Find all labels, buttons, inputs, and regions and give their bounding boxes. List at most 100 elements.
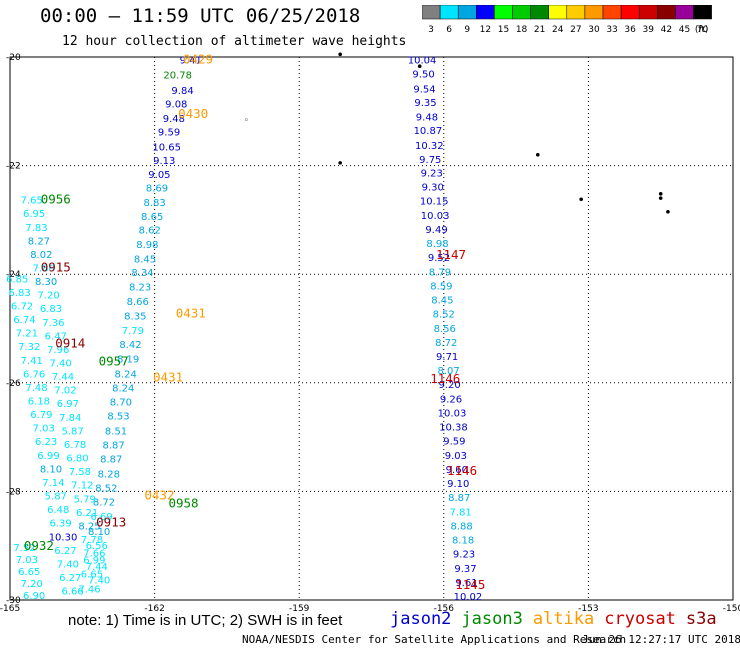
colorbar-tick-label: 18 <box>516 25 528 35</box>
wave-height-label: 8.27 <box>28 236 50 247</box>
colorbar-tick-label: 27 <box>570 25 581 35</box>
wave-height-label: 7.96 <box>47 345 69 356</box>
pass-time-label: 0956 <box>41 192 71 207</box>
pass-time-label: 0915 <box>41 259 71 274</box>
wave-height-label: 7.41 <box>21 356 43 367</box>
island-label: ◦ <box>244 116 249 126</box>
wave-height-label: 7.48 <box>25 383 47 394</box>
wave-height-label: 8.87 <box>448 493 470 504</box>
wave-height-label: 8.87 <box>102 441 124 452</box>
wave-height-label: 9.48 <box>163 114 185 125</box>
wave-height-label: 9.50 <box>412 70 434 81</box>
lat-tick-label: -30 <box>6 596 21 606</box>
satellite-legend: jason2 jason3 altika cryosat s3a <box>390 609 727 629</box>
wave-height-label: 9.26 <box>440 394 462 405</box>
island-marker <box>658 196 663 200</box>
wave-height-label: 8.07 <box>437 366 459 377</box>
wave-height-label: 8.98 <box>136 240 158 251</box>
wave-height-label: 6.39 <box>49 519 71 530</box>
colorbar-unit: (ft) <box>695 25 709 35</box>
wave-height-label: 7.40 <box>49 359 71 370</box>
wave-height-label: 8.88 <box>451 521 473 532</box>
wave-height-label: 8.45 <box>431 296 453 307</box>
island-marker <box>338 52 342 57</box>
wave-height-label: 9.60 <box>446 465 468 476</box>
colorbar-tick-label: 21 <box>534 25 545 35</box>
wave-height-label: 9.35 <box>414 98 436 109</box>
pass-time-label: 0958 <box>168 496 198 511</box>
wave-height-label: 7.40 <box>57 559 79 570</box>
wave-height-label: 6.83 <box>40 304 62 315</box>
wave-height-label: 6.99 <box>37 451 59 462</box>
wave-height-label: 9.05 <box>148 170 170 181</box>
wave-height-label: 9.10 <box>447 479 469 490</box>
pass-time-label: 1145 <box>455 577 485 592</box>
wave-height-label: 8.87 <box>100 455 122 466</box>
lat-tick-label: -24 <box>6 270 21 280</box>
wave-height-label: 9.59 <box>443 437 465 448</box>
wave-height-label: 6.56 <box>86 541 108 552</box>
wave-height-label: 7.36 <box>42 318 64 329</box>
wave-height-label: 7.12 <box>71 481 93 492</box>
pass-time-label: 1146 <box>430 371 460 386</box>
wave-height-label: 8.52 <box>95 483 117 494</box>
wave-height-label: 8.10 <box>40 464 62 475</box>
wave-height-label: 6.27 <box>59 573 81 584</box>
pass-time-label: 0432 <box>144 488 174 503</box>
wave-height-label: 6.90 <box>23 591 45 602</box>
wave-height-label: 7.86 <box>33 263 55 274</box>
wave-height-label: 8.65 <box>141 212 163 223</box>
lon-tick-label: -156 <box>434 604 455 614</box>
wave-height-label: 7.44 <box>86 562 108 573</box>
wave-height-label: 9.48 <box>416 113 438 124</box>
wave-height-label: 10.30 <box>49 532 78 543</box>
colorbar-tick-label: 45 <box>679 25 690 35</box>
wave-height-label: 8.10 <box>88 527 110 538</box>
pass-time-label: 0429 <box>183 52 213 67</box>
wave-height-label: 7.44 <box>52 372 74 383</box>
colorbar-tick-label: 24 <box>552 25 564 35</box>
wave-height-label: 10.15 <box>420 197 449 208</box>
wave-height-label: 6.65 <box>81 570 103 581</box>
wave-height-label: 8.24 <box>112 383 134 394</box>
wave-height-label: 7.14 <box>42 478 64 489</box>
wave-height-label: 6.74 <box>13 315 35 326</box>
colorbar-tick-label: 6 <box>446 25 452 35</box>
wave-height-label: 6.78 <box>64 440 86 451</box>
wave-height-label: 8.35 <box>124 311 146 322</box>
wave-height-label: 9.52 <box>428 253 450 264</box>
wave-height-label: 7.66 <box>83 549 105 560</box>
colorbar-legend: 3 6 9 12 15 18 21 24 27 30 33 36 39 42 45 70(ft) <box>422 5 712 35</box>
wave-height-label: 8.52 <box>433 310 455 321</box>
wave-height-label: 7.32 <box>18 342 40 353</box>
legend-entry-jason2: jason2 <box>390 609 452 629</box>
footnote: note: 1) Time is in UTC; 2) SWH is in fe… <box>68 612 343 629</box>
wave-height-label: 8.51 <box>105 426 127 437</box>
lat-tick-label: -22 <box>6 162 21 172</box>
wave-height-label: 6.47 <box>45 331 67 342</box>
wave-height-label: 8.19 <box>117 355 139 366</box>
island-marker <box>338 161 342 165</box>
colorbar-tick-label: 12 <box>480 25 491 35</box>
pass-time-label: 0430 <box>178 106 208 121</box>
wave-height-label: 8.79 <box>429 267 451 278</box>
island-marker <box>579 197 583 202</box>
lon-tick-label: -153 <box>578 604 598 614</box>
wave-height-label: 10.38 <box>439 423 468 434</box>
wave-height-label: 6.79 <box>30 410 52 421</box>
wave-height-label: 7.58 <box>69 467 91 478</box>
wave-height-label: 7.20 <box>37 291 59 302</box>
wave-height-label: 8.24 <box>115 369 137 380</box>
page-title: 00:00 — 11:59 UTC 06/25/2018 <box>40 5 361 27</box>
wave-height-label: 8.30 <box>35 277 57 288</box>
colorbar-tick-label: 36 <box>624 25 636 35</box>
wave-height-label: 6.18 <box>28 397 50 408</box>
wave-height-label: 7.81 <box>450 507 472 518</box>
wave-height-label: 8.34 <box>131 268 153 279</box>
wave-height-label: 7.52 <box>13 543 35 554</box>
wave-height-label: 6.27 <box>54 546 76 557</box>
wave-height-label: 8.25 <box>78 521 100 532</box>
lon-tick-label: -165 <box>0 604 20 614</box>
wave-height-label: 6.65 <box>18 567 40 578</box>
wave-height-label: 9.37 <box>454 564 476 575</box>
